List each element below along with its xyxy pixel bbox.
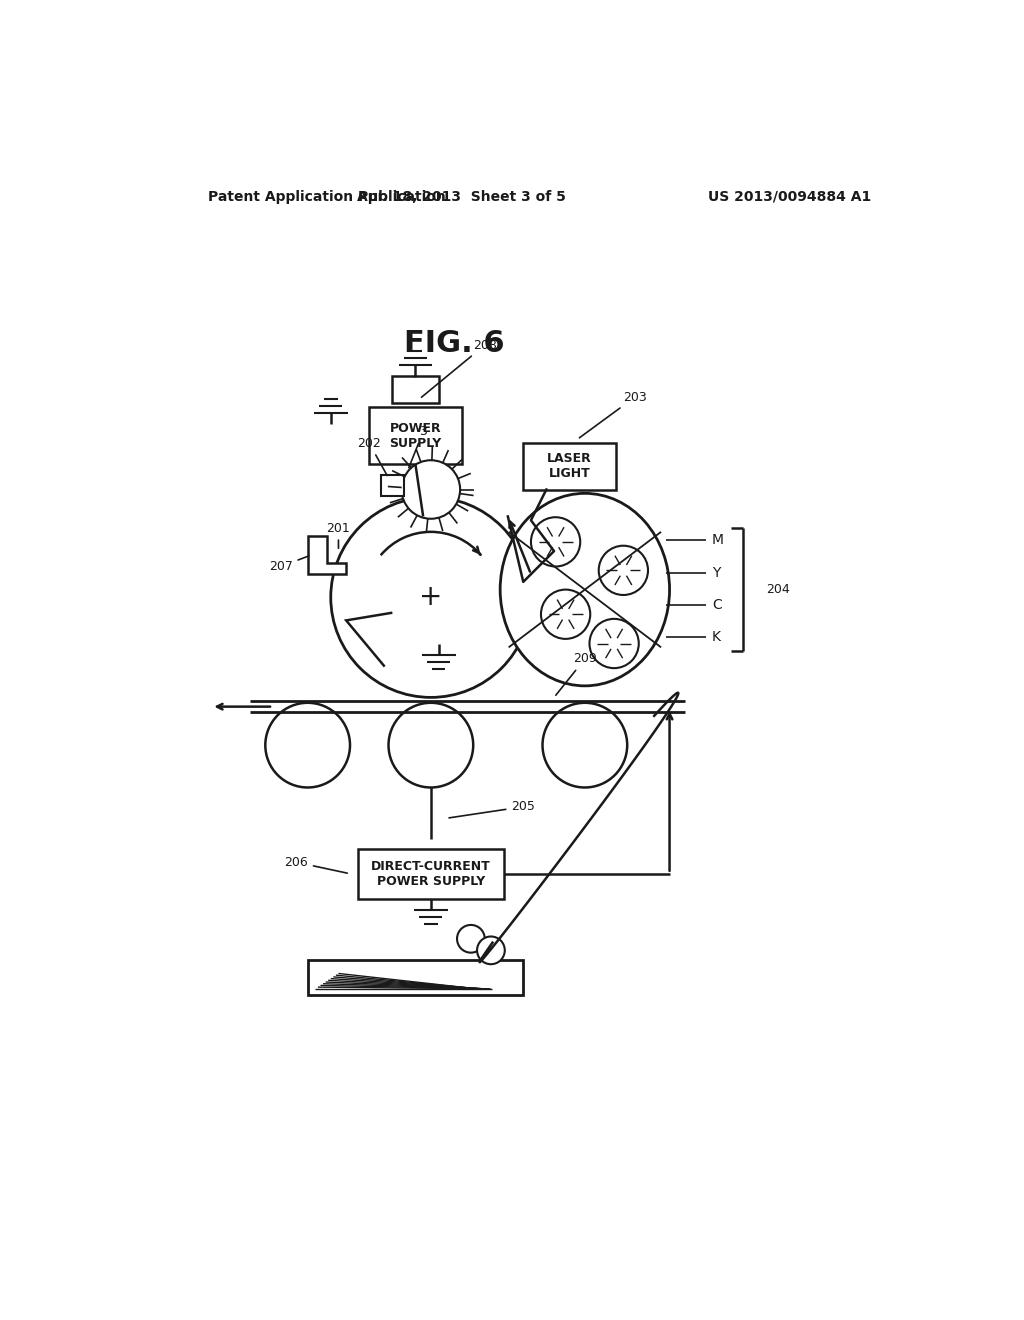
Circle shape xyxy=(531,517,581,566)
Text: 207: 207 xyxy=(268,556,309,573)
Bar xyxy=(381,475,403,496)
Bar xyxy=(357,849,504,899)
Text: 202: 202 xyxy=(357,437,387,475)
Circle shape xyxy=(543,702,628,788)
Text: M: M xyxy=(712,532,724,546)
Text: POWER
SUPPLY: POWER SUPPLY xyxy=(389,421,441,450)
Circle shape xyxy=(331,498,531,697)
Text: K: K xyxy=(712,631,721,644)
Bar xyxy=(523,444,615,490)
Text: 208: 208 xyxy=(422,339,497,397)
Bar xyxy=(370,407,462,465)
Circle shape xyxy=(477,936,505,964)
Ellipse shape xyxy=(500,494,670,686)
Text: Apr. 18, 2013  Sheet 3 of 5: Apr. 18, 2013 Sheet 3 of 5 xyxy=(357,190,566,203)
Text: C: C xyxy=(712,598,722,612)
Circle shape xyxy=(401,461,460,519)
Text: 204: 204 xyxy=(766,583,790,597)
Polygon shape xyxy=(307,536,346,574)
Text: Patent Application Publication: Patent Application Publication xyxy=(208,190,445,203)
Text: Y: Y xyxy=(712,566,720,579)
Text: +: + xyxy=(419,583,442,611)
Circle shape xyxy=(388,702,473,788)
Circle shape xyxy=(599,545,648,595)
Circle shape xyxy=(265,702,350,788)
Text: DIRECT-CURRENT
POWER SUPPLY: DIRECT-CURRENT POWER SUPPLY xyxy=(371,859,490,888)
Circle shape xyxy=(457,925,484,953)
Text: 3: 3 xyxy=(409,425,427,467)
Text: 203: 203 xyxy=(580,391,647,438)
Circle shape xyxy=(541,590,590,639)
Text: 206: 206 xyxy=(285,855,347,873)
Circle shape xyxy=(590,619,639,668)
Text: US 2013/0094884 A1: US 2013/0094884 A1 xyxy=(708,190,871,203)
Bar xyxy=(307,961,523,995)
Text: 209: 209 xyxy=(556,652,597,696)
Bar xyxy=(392,376,438,404)
Text: LASER
LIGHT: LASER LIGHT xyxy=(547,453,592,480)
Text: 205: 205 xyxy=(449,800,536,818)
Text: FIG. 6: FIG. 6 xyxy=(403,329,504,358)
Text: 201: 201 xyxy=(327,521,350,548)
